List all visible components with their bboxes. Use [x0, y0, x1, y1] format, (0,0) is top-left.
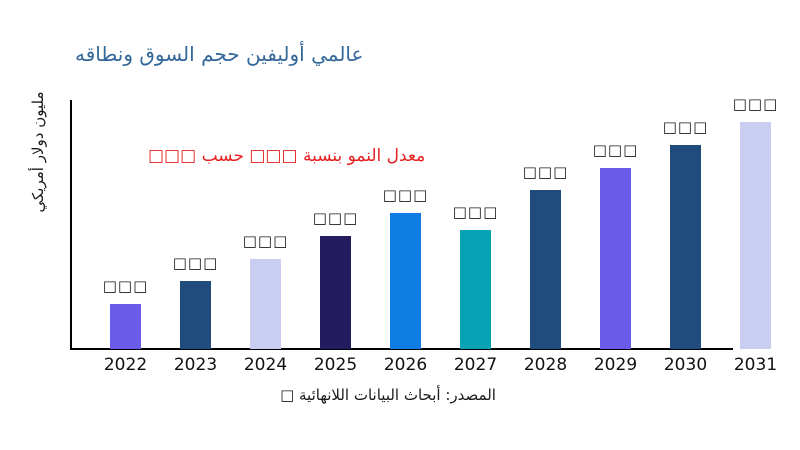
- bar-2030: [670, 145, 701, 349]
- bar-value-label-2027: □□□: [452, 203, 499, 221]
- bar-value-label-2030: □□□: [662, 118, 709, 136]
- bar-value-label-2028: □□□: [522, 163, 569, 181]
- bar-value-label-2026: □□□: [382, 186, 429, 204]
- bar-2025: [320, 236, 351, 349]
- x-tick-2028: 2028: [523, 355, 568, 375]
- x-tick-2026: 2026: [383, 355, 428, 375]
- x-tick-2029: 2029: [593, 355, 638, 375]
- y-axis-line: [70, 100, 72, 350]
- bar-2031: [740, 122, 771, 349]
- x-tick-2024: 2024: [243, 355, 288, 375]
- bar-value-label-2025: □□□: [312, 209, 359, 227]
- bar-2026: [390, 213, 421, 349]
- y-axis-label: مليون دولار أمريكي: [29, 91, 47, 213]
- x-tick-2023: 2023: [173, 355, 218, 375]
- bar-value-label-2031: □□□: [732, 95, 779, 113]
- bar-2024: [250, 259, 281, 349]
- bar-value-label-2022: □□□: [102, 277, 149, 295]
- bar-2029: [600, 168, 631, 349]
- x-tick-2025: 2025: [313, 355, 358, 375]
- x-tick-2030: 2030: [663, 355, 708, 375]
- bar-2023: [180, 281, 211, 349]
- bar-value-label-2024: □□□: [242, 232, 289, 250]
- source-note: المصدر: أبحاث البيانات اللانهائية □: [280, 386, 496, 404]
- bar-2027: [460, 230, 491, 349]
- bar-value-label-2023: □□□: [172, 254, 219, 272]
- bar-value-label-2029: □□□: [592, 141, 639, 159]
- growth-rate-annotation: معدل النمو بنسبة □□□ حسب □□□: [148, 146, 426, 166]
- bar-2022: [110, 304, 141, 349]
- x-tick-2022: 2022: [103, 355, 148, 375]
- chart-title: عالمي أوليفين حجم السوق ونطاقه: [75, 42, 364, 66]
- x-tick-2027: 2027: [453, 355, 498, 375]
- x-axis-line: [70, 348, 733, 350]
- x-tick-2031: 2031: [733, 355, 778, 375]
- bar-2028: [530, 190, 561, 349]
